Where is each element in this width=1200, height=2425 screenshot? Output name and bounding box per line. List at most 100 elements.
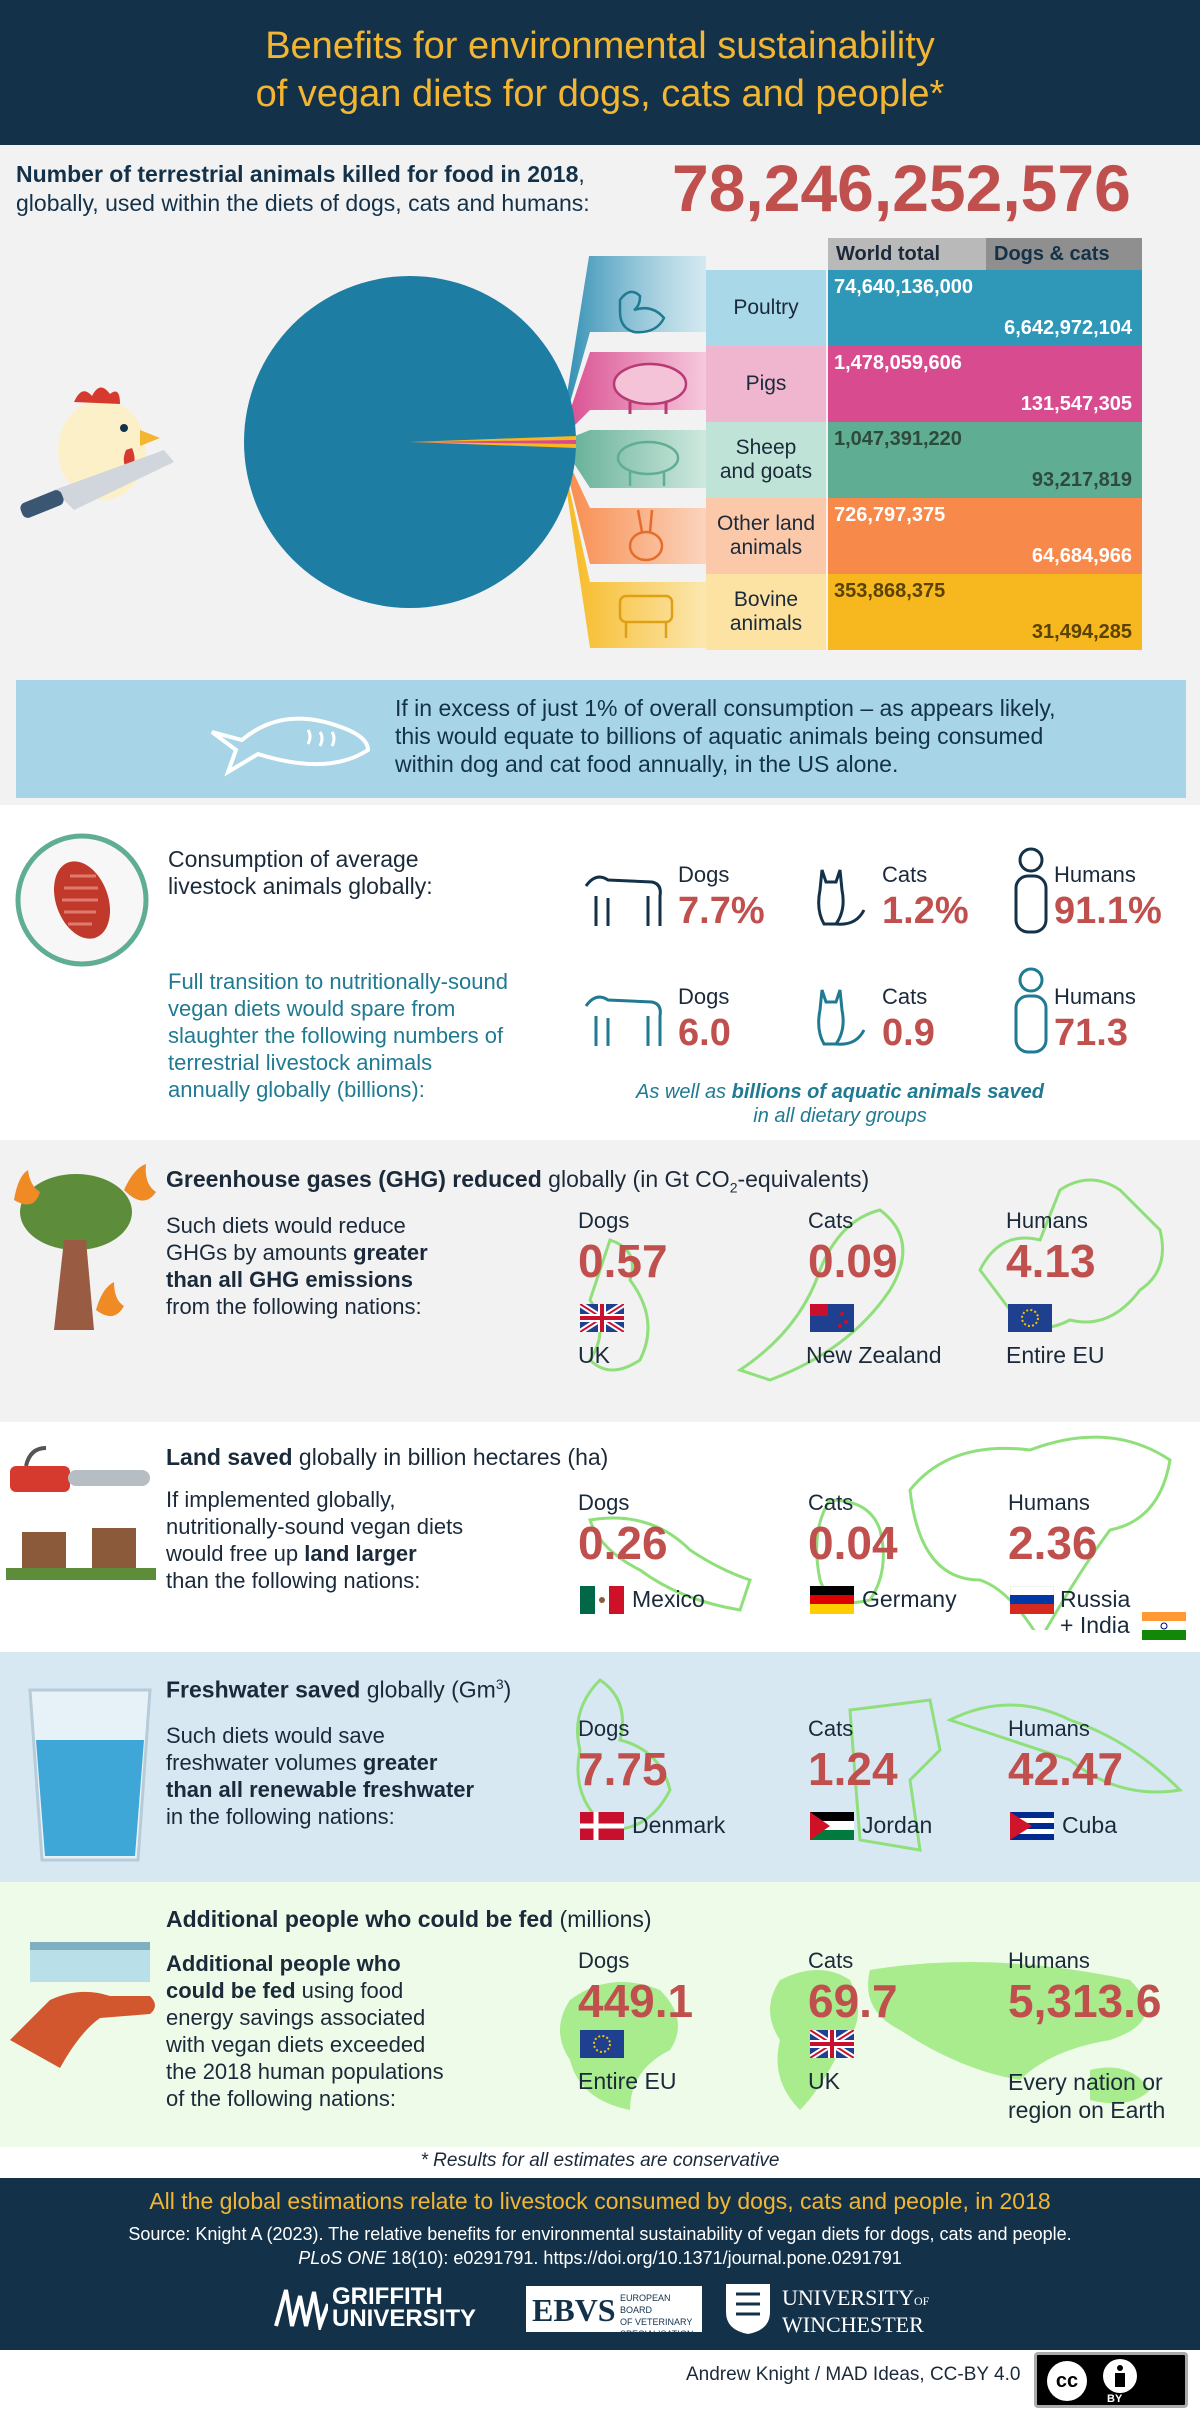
spared-cats-value: 0.9 [882,1012,935,1054]
ghg-cats-value: 0.09 [808,1235,898,1287]
griffith-logo: GRIFFITH UNIVERSITY [272,2284,502,2334]
chainsaw-stumps-icon [6,1446,156,1580]
chicken-icon [590,270,706,346]
consumption-dogs-label: Dogs [678,862,730,887]
fish-icon [210,716,371,777]
row-label-other: Other land animals [706,498,826,574]
fed-dogs-value: 449.1 [578,1975,694,2027]
pie-pigs-slice [410,440,576,444]
ghg-dogs-nation: UK [578,1342,610,1368]
row-label-sheep: Sheep and goats [706,422,826,498]
credit-line: Andrew Knight / MAD Ideas, CC-BY 4.0 [686,2364,1021,2385]
meat-icon [15,833,149,967]
ghg-cats-nation: New Zealand [806,1342,942,1368]
land-humans-value: 2.36 [1008,1517,1098,1569]
land-dogs-value: 0.26 [578,1517,668,1569]
rabbit-icon [590,498,706,574]
spared-cats-label: Cats [882,984,928,1009]
fed-humans-nation: Every nation or region on Earth [1008,2069,1166,2123]
fed-dogs-label: Dogs [578,1948,630,1973]
row-label-bovine: Bovine animals [706,574,826,650]
uk-map-outline [588,1238,650,1372]
human-icon-teal [1014,967,1048,1054]
uk-flag-icon [580,1304,624,1332]
ghg-humans-value: 4.13 [1006,1235,1096,1287]
header-banner: Benefits for environmental sustainabilit… [0,0,1200,145]
row-band-sheep: 1,047,391,220 93,217,819 [828,422,1142,498]
ghg-humans-nation: Entire EU [1006,1342,1105,1368]
footnote: * Results for all estimates are conserva… [420,2150,780,2171]
col-world-total: World total [828,238,986,270]
footer-headline: All the global estimations relate to liv… [149,2188,1051,2214]
burning-tree-icon [14,1164,156,1330]
water-dogs-value: 7.75 [578,1743,668,1795]
water-title: Freshwater saved globally (Gm3) [166,1676,512,1703]
by-label: BY [1107,2393,1123,2405]
india-flag-icon [1142,1612,1186,1640]
aquatic-note-text: If in excess of just 1% of overall consu… [395,695,1056,777]
cat-icon-teal [817,989,866,1046]
water-humans-label: Humans [1008,1716,1090,1741]
land-description: If implemented globally, nutritionally-so… [166,1487,464,1593]
row-band-other: 726,797,375 64,684,966 [828,498,1142,574]
water-dogs-label: Dogs [578,1716,630,1741]
land-cats-label: Cats [808,1490,854,1515]
denmark-map-outline [576,1678,672,1832]
land-dogs-label: Dogs [578,1490,630,1515]
spared-humans-value: 71.3 [1054,1012,1128,1054]
fed-description: Additional people who could be fed using … [166,1951,444,2111]
row-label-poultry: Poultry [706,270,826,346]
nz-flag-icon [810,1304,854,1332]
ghg-dogs-label: Dogs [578,1208,630,1233]
land-humans-nation: Russia + India [1060,1586,1131,1638]
ghg-humans-label: Humans [1006,1208,1088,1233]
consumption-section [0,818,1200,1138]
germany-flag-icon [810,1586,854,1614]
cuba-flag-icon [1010,1812,1054,1840]
spared-dogs-value: 6.0 [678,1012,731,1054]
mexico-map-outline [588,1516,752,1612]
jordan-flag-icon [810,1812,854,1840]
ghg-cats-label: Cats [808,1208,854,1233]
human-icon [1014,847,1048,934]
water-glass-icon [28,1688,152,1862]
fed-title: Additional people who could be fed (mill… [166,1906,652,1932]
cc-by-license-badge[interactable]: cc BY [1034,2352,1188,2408]
sheep-funnel [560,430,706,488]
land-humans-label: Humans [1008,1490,1090,1515]
spared-dogs-label: Dogs [678,984,730,1009]
water-humans-value: 42.47 [1008,1743,1124,1795]
source-citation: Source: Knight A (2023). The relative be… [128,2224,1072,2268]
mexico-flag-icon [580,1586,624,1614]
ghg-description: Such diets would reduce GHGs by amounts g… [166,1213,428,1319]
cat-icon [817,869,866,926]
fed-humans-label: Humans [1008,1948,1090,1973]
consumption-humans-value: 91.1% [1054,890,1162,932]
fed-cats-nation: UK [808,2068,840,2094]
water-cats-value: 1.24 [808,1743,898,1795]
chicken-knife-illustration [20,387,174,518]
fed-humans-value: 5,313.6 [1008,1975,1162,2027]
spared-label: Full transition to nutritionally-sound ve… [168,969,508,1102]
water-dogs-nation: Denmark [632,1812,726,1838]
aquatic-saved-note: As well as billions of aquatic animals s… [636,1081,1044,1127]
winchester-logo: UNIVERSITYOF WINCHESTER [722,2278,942,2338]
land-dogs-nation: Mexico [632,1586,705,1612]
row-band-bovine: 353,868,375 31,494,285 [828,574,1142,650]
pig-icon [590,346,706,422]
row-band-poultry: 74,640,136,000 6,642,972,104 [828,270,1142,346]
killed-total: 78,246,252,576 [672,151,1131,225]
water-description: Such diets would save freshwater volumes … [166,1723,475,1829]
poultry-funnel [560,256,706,438]
killed-label: Number of terrestrial animals killed for… [16,161,590,216]
consumption-cats-label: Cats [882,862,928,887]
cc-icon: cc [1047,2361,1087,2401]
other-funnel [560,444,706,564]
fed-cats-value: 69.7 [808,1975,898,2027]
jordan-map-outline [848,1698,942,1852]
consumption-dogs-value: 7.7% [678,890,765,932]
col-dogs-cats: Dogs & cats [986,238,1142,270]
land-cats-value: 0.04 [808,1517,898,1569]
cuba-map-outline [946,1703,1184,1794]
page-title: Benefits for environmental sustainabilit… [255,25,945,115]
